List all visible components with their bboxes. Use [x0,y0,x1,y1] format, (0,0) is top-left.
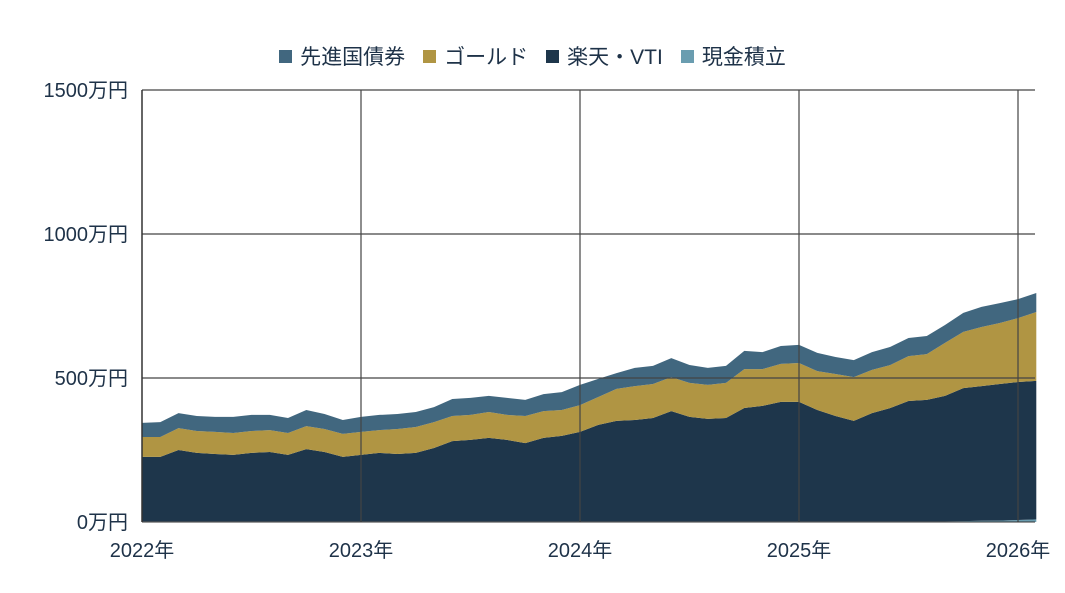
legend-label: 先進国債券 [300,46,406,69]
x-tick-label: 2025年 [767,539,832,562]
y-tick-label: 500万円 [55,368,128,390]
legend-item-gold[interactable]: ゴールド [423,41,528,71]
chart-legend: 先進国債券 ゴールド 楽天・VTI 現金積立 [0,41,1065,71]
y-tick-label: 1500万円 [44,80,129,102]
x-tick-label: 2026年 [986,539,1051,562]
area-series-3 [142,293,1037,437]
x-tick-label: 2022年 [110,539,175,562]
x-tick-label: 2023年 [329,539,394,562]
legend-item-vti[interactable]: 楽天・VTI [546,41,663,71]
legend-swatch-vti [546,49,560,63]
legend-label: ゴールド [444,46,529,69]
legend-label: 現金積立 [701,46,786,69]
y-tick-label: 1000万円 [44,224,129,246]
legend-item-cash[interactable]: 現金積立 [680,41,786,71]
area-series-1 [142,380,1037,522]
y-tick-label: 0万円 [77,512,128,534]
legend-label: 楽天・VTI [567,46,663,69]
legend-swatch-gold [423,49,437,63]
x-tick-label: 2024年 [548,539,613,562]
area-series-2 [142,312,1037,457]
legend-swatch-bonds [279,49,293,63]
legend-item-bonds[interactable]: 先進国債券 [279,41,405,71]
legend-swatch-cash [680,49,694,63]
